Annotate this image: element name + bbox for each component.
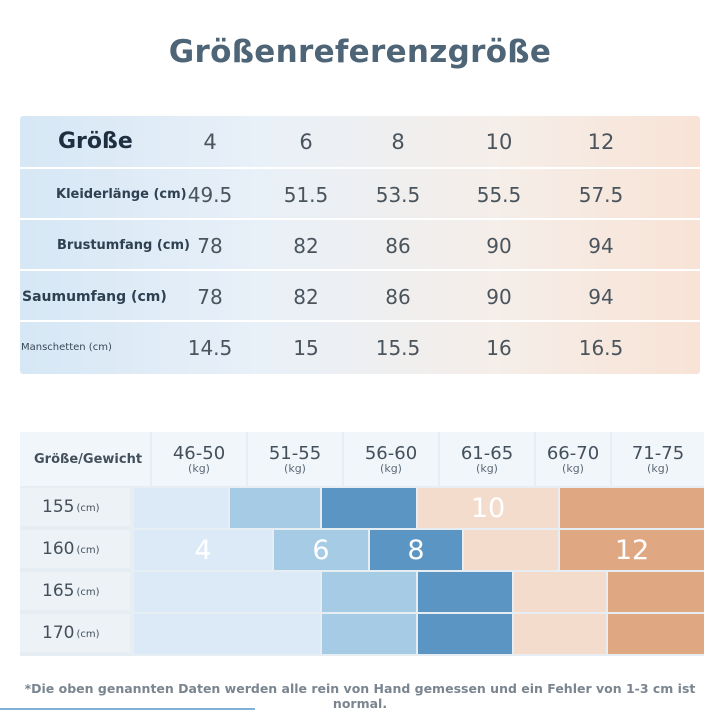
table-cell: 14.5 [187,335,233,360]
size-block-6 [322,614,416,654]
table-cell: 55.5 [476,182,522,207]
size-block-10: 10 [418,488,558,528]
weight-range: 66-70 [546,442,600,464]
table-cell: 78 [197,233,223,258]
weight-unit: (kg) [380,461,402,475]
size-block-10 [464,530,558,570]
weight-header-71-75: 71-75 (kg) [612,432,704,486]
height-value: 155 [42,497,75,517]
table-cell: 82 [293,284,319,309]
row-label-chest: Brustumfang (cm) [57,238,190,253]
table-cell: 51.5 [283,182,329,207]
height-label-160: 160 (cm) [20,530,130,568]
table-header-row: Größe 4 6 8 10 12 [20,116,700,167]
size-block-12 [608,572,704,612]
height-label-170: 170 (cm) [20,614,130,652]
height-unit: (cm) [76,545,100,556]
weight-range: 46-50 [172,442,226,464]
table-cell: 15 [293,335,319,360]
size-block-12 [608,614,704,654]
table-cell: 78 [197,284,223,309]
table-cell: 94 [588,233,614,258]
table-row: Saumumfang (cm) 78 82 86 90 94 [20,269,700,322]
table-row: Kleiderlänge (cm) 49.5 51.5 53.5 55.5 57… [20,167,700,220]
table-row: Brustumfang (cm) 78 82 86 90 94 [20,218,700,271]
weight-header-61-65: 61-65 (kg) [440,432,534,486]
size-block-4 [134,572,320,612]
table-row: Manschetten (cm) 14.5 15 15.5 16 16.5 [20,320,700,373]
table-cell: 15.5 [375,335,421,360]
table-cell: 53.5 [375,182,421,207]
weight-range: 56-60 [364,442,418,464]
weight-unit: (kg) [562,461,584,475]
size-header-4: 4 [203,129,217,154]
size-block-12: 12 [560,530,704,570]
height-label-155: 155 (cm) [20,488,130,526]
row-label-hem: Saumumfang (cm) [22,288,167,305]
table-cell: 16.5 [578,335,624,360]
weight-unit: (kg) [284,461,306,475]
footnote: *Die oben genannten Daten werden alle re… [24,681,696,711]
size-block-8: 8 [370,530,462,570]
height-value: 170 [42,623,75,643]
size-block-10 [514,572,606,612]
table-cell: 86 [385,284,411,309]
size-header-12: 12 [587,129,615,154]
weight-header-46-50: 46-50 (kg) [152,432,246,486]
table-cell: 86 [385,233,411,258]
weight-range: 51-55 [268,442,322,464]
corner-label: Größe/Gewicht [20,432,150,486]
height-weight-chart: Größe/Gewicht 46-50 (kg) 51-55 (kg) 56-6… [20,432,704,656]
table-cell: 82 [293,233,319,258]
size-block-6: 6 [274,530,368,570]
height-value: 160 [42,539,75,559]
size-block-6 [322,572,416,612]
size-block-4: 4 [134,530,272,570]
height-unit: (cm) [76,587,100,598]
size-header-8: 8 [391,129,405,154]
height-label-165: 165 (cm) [20,572,130,610]
bottom-accent-line [0,708,255,710]
table-cell: 94 [588,284,614,309]
row-label-dress-length: Kleiderlänge (cm) [56,187,187,202]
height-unit: (cm) [76,629,100,640]
size-header-6: 6 [299,129,313,154]
size-block-12 [560,488,704,528]
weight-unit: (kg) [188,461,210,475]
height-value: 165 [42,581,75,601]
size-block-4 [134,614,320,654]
size-block-6 [230,488,320,528]
table-cell: 90 [486,284,512,309]
size-header-10: 10 [485,129,513,154]
table-cell: 90 [486,233,512,258]
size-block-8 [418,572,512,612]
page-title: Größenreferenzgröße [168,34,552,70]
weight-range: 71-75 [631,442,685,464]
table-cell: 57.5 [578,182,624,207]
table-cell: 49.5 [187,182,233,207]
weight-range: 61-65 [460,442,514,464]
weight-unit: (kg) [476,461,498,475]
size-block-10 [514,614,606,654]
weight-header-51-55: 51-55 (kg) [248,432,342,486]
row-label-cuff: Manschetten (cm) [21,342,112,353]
size-block-8 [322,488,416,528]
weight-header-66-70: 66-70 (kg) [536,432,610,486]
size-block-4 [134,488,228,528]
size-block-8 [418,614,512,654]
size-reference-table: Größe 4 6 8 10 12 Kleiderlänge (cm) 49.5… [20,116,700,374]
size-header-label: Größe [58,129,133,154]
height-unit: (cm) [76,503,100,514]
table-cell: 16 [486,335,512,360]
weight-header-56-60: 56-60 (kg) [344,432,438,486]
weight-unit: (kg) [647,461,669,475]
